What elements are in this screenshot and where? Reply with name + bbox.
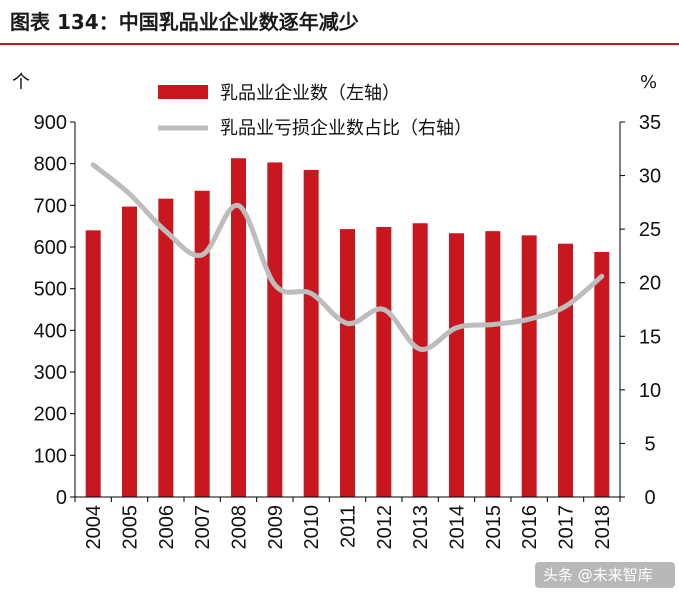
left-tick-label: 600 [34, 237, 67, 259]
left-tick-label: 300 [34, 362, 67, 384]
bar-2007 [194, 190, 210, 497]
line-point-2006 [164, 229, 168, 233]
legend-swatch-bar [158, 85, 208, 99]
bar-2017 [558, 243, 573, 497]
x-tick-label-2014: 2014 [447, 505, 469, 550]
legend: 乳品业企业数（左轴） 乳品业亏损企业数占比（右轴） [158, 83, 472, 139]
x-tick-label-2013: 2013 [410, 505, 432, 550]
left-axis-unit: 个 [12, 72, 30, 93]
bar-2005 [122, 206, 137, 498]
bar-2015 [485, 231, 501, 497]
x-tick-label-2018: 2018 [592, 505, 614, 550]
x-tick-label-2012: 2012 [374, 505, 396, 550]
left-tick-label: 400 [34, 320, 67, 342]
watermark: 头条 @未来智库 [535, 562, 675, 588]
line-point-2007 [200, 253, 204, 257]
bar-2013 [412, 223, 428, 497]
right-axis-unit: % [640, 72, 657, 93]
left-tick-label: 0 [56, 487, 67, 509]
bar-2004 [85, 230, 101, 498]
line-point-2017 [564, 304, 567, 308]
x-tick-label-2007: 2007 [192, 505, 214, 550]
line-series-layer [90, 162, 605, 352]
x-tick-label-2011: 2011 [338, 505, 360, 548]
watermark-text: 头条 @未来智库 [543, 566, 653, 584]
right-tick-label: 20 [639, 273, 661, 295]
line-point-2016 [527, 317, 531, 321]
bar-2011 [340, 229, 355, 498]
line-point-2011 [346, 321, 349, 325]
x-tick-label-2006: 2006 [156, 505, 178, 550]
chart-title: 图表 134：中国乳品业企业数逐年减少 [10, 10, 359, 34]
x-tick-label-2010: 2010 [301, 505, 323, 550]
right-tick-label: 10 [639, 380, 661, 402]
loss-ratio-line [90, 162, 605, 352]
right-tick-label: 35 [639, 112, 661, 134]
legend-label-bar: 乳品业企业数（左轴） [220, 83, 400, 104]
left-tick-label: 500 [34, 279, 67, 301]
bar-2008 [231, 158, 246, 497]
left-tick-label: 200 [34, 404, 67, 426]
watermark-background [535, 562, 675, 588]
bar-2009 [267, 162, 283, 497]
line-point-2010 [309, 291, 313, 295]
x-tick-label-2015: 2015 [483, 505, 505, 549]
line-point-2013 [418, 347, 422, 351]
left-tick-label: 800 [34, 154, 67, 176]
right-tick-label: 30 [639, 166, 661, 188]
x-tick-label-2008: 2008 [229, 505, 251, 550]
right-tick-label: 0 [644, 487, 655, 509]
axes [74, 122, 621, 498]
bar-2010 [303, 169, 319, 497]
x-tick-label-2005: 2005 [120, 505, 142, 550]
left-axis-ticks: 0 100 200 300 400 500 600 700 800 900 [34, 112, 75, 509]
right-tick-label: 5 [644, 433, 655, 455]
legend-label-line: 乳品业亏损企业数占比（右轴） [220, 118, 472, 139]
line-point-2004 [91, 163, 95, 167]
bar-2012 [376, 227, 392, 497]
bar-2006 [158, 198, 174, 497]
left-tick-label: 700 [34, 195, 67, 217]
x-tick-label-2017: 2017 [556, 505, 578, 550]
line-point-2009 [273, 283, 277, 287]
left-tick-label: 900 [34, 112, 67, 134]
right-tick-label: 25 [639, 219, 661, 241]
right-axis-ticks: 0 5 10 15 20 25 30 35 [620, 112, 661, 509]
x-tick-label-2004: 2004 [83, 505, 105, 550]
bar-2018 [594, 252, 610, 497]
x-tick-label-2009: 2009 [265, 505, 287, 550]
right-tick-label: 15 [639, 326, 661, 348]
bar-2016 [521, 235, 537, 498]
x-axis-ticks: 2004 2005 2006 2007 2008 2009 2010 2011 2012 2013… [74, 497, 621, 550]
line-point-2015 [491, 323, 495, 326]
line-point-2008 [237, 204, 240, 208]
bar-2014 [449, 233, 464, 497]
line-point-2005 [128, 192, 131, 196]
line-point-2014 [455, 326, 458, 330]
bar-series [85, 158, 610, 498]
x-tick-label-2016: 2016 [519, 505, 541, 550]
line-point-2018 [600, 274, 604, 278]
left-tick-label: 100 [34, 445, 67, 467]
line-point-2012 [382, 308, 386, 311]
